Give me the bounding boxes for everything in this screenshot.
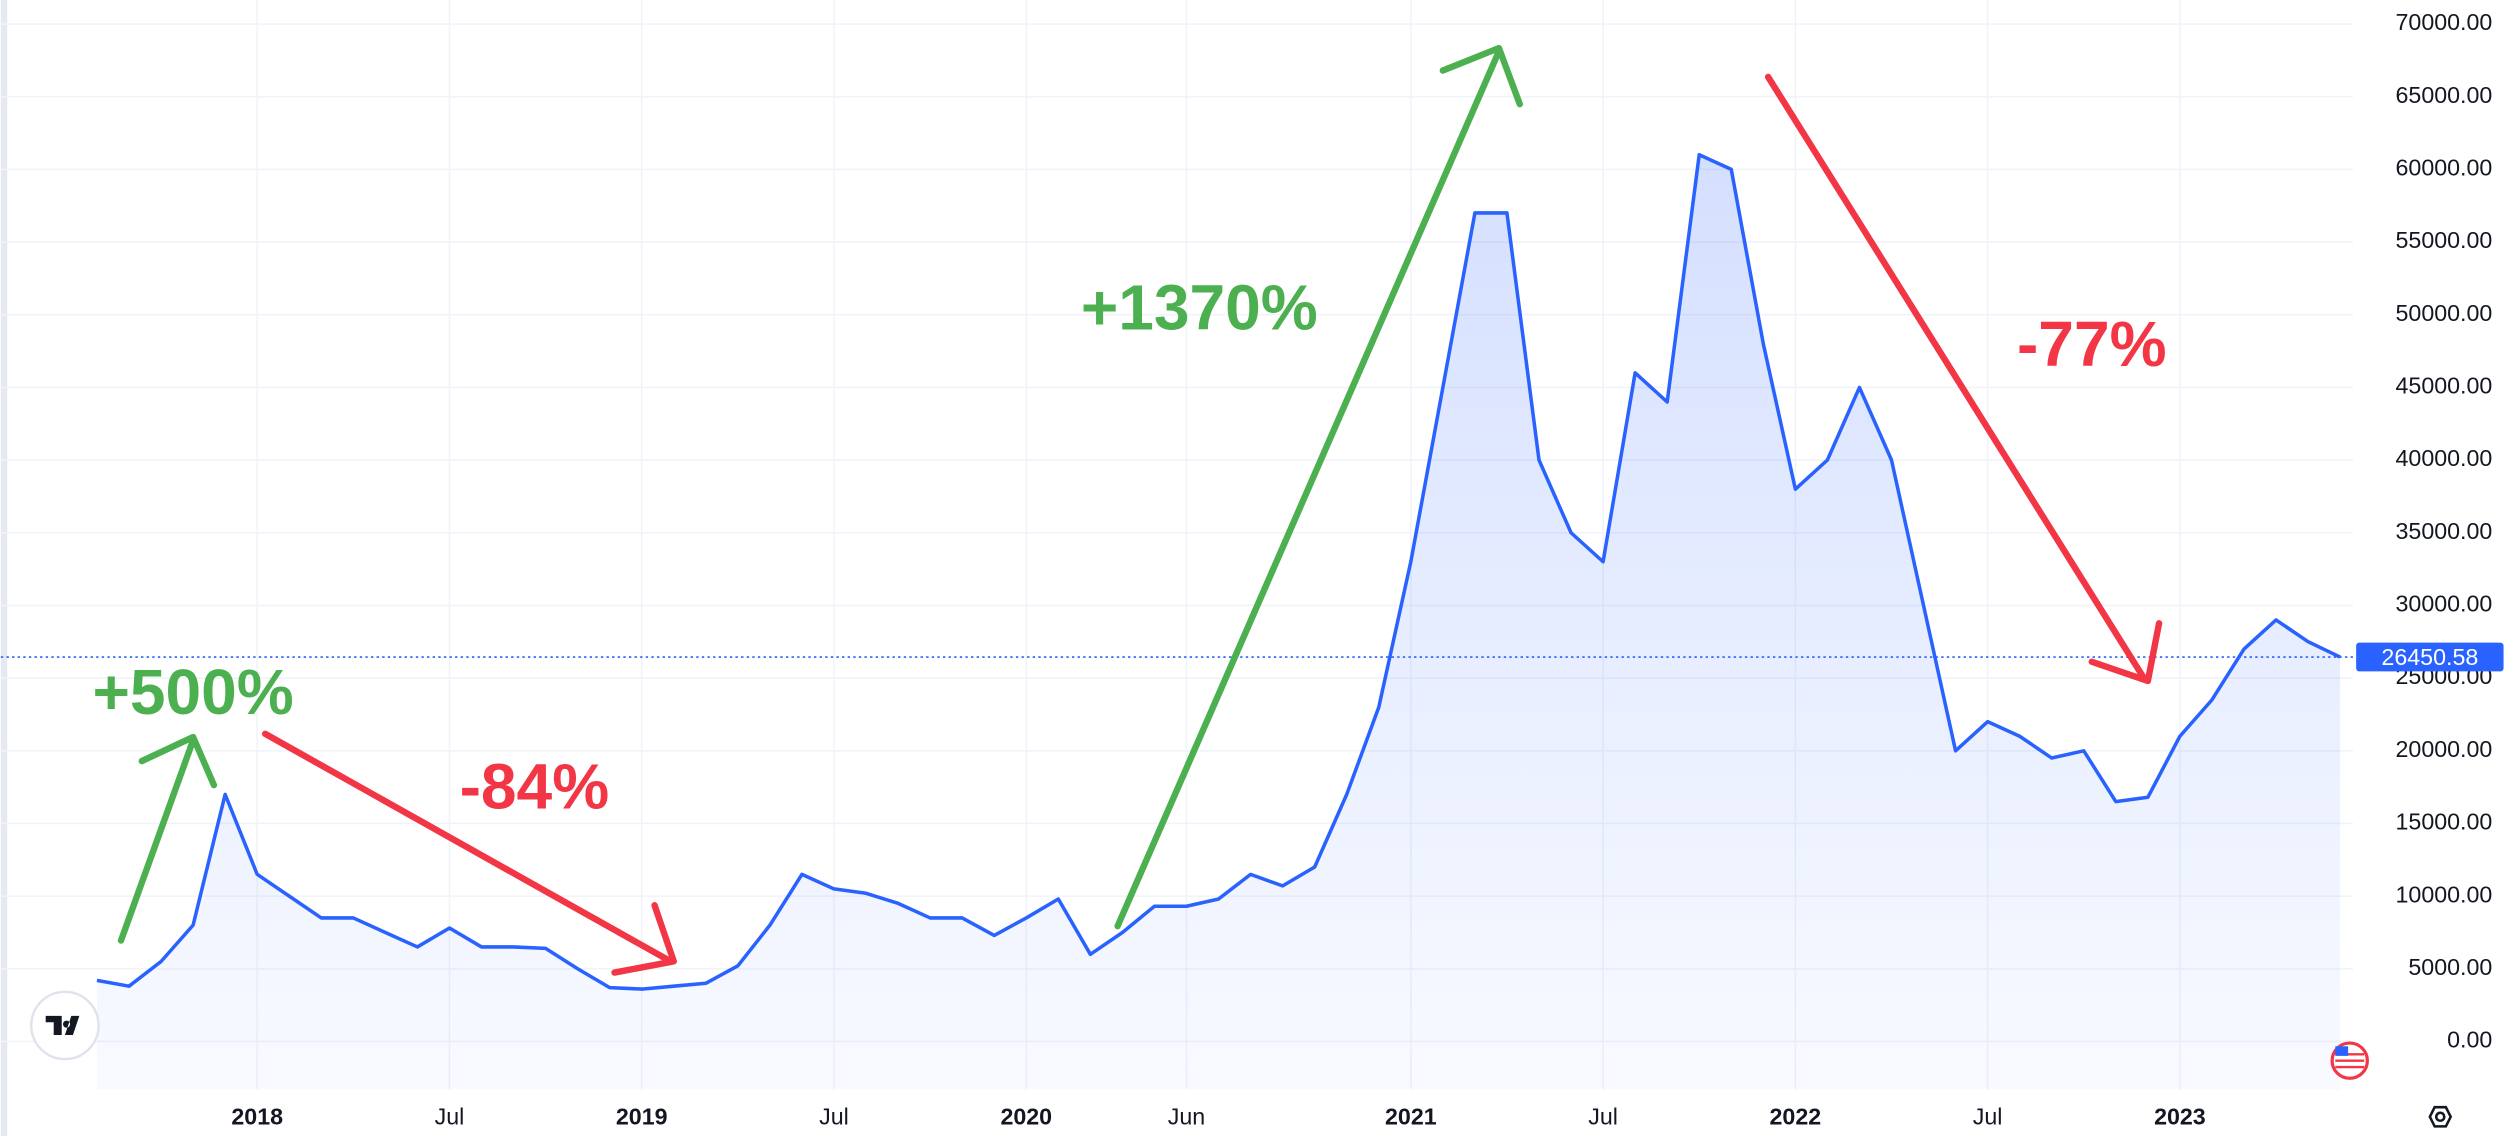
y-tick-label: 55000.00 [2395,227,2492,253]
annotation: +500% [92,656,293,728]
y-tick-label: 65000.00 [2395,82,2492,108]
y-tick-label: 0.00 [2447,1027,2492,1053]
logo[interactable] [30,990,100,1061]
x-tick-label: Jun [1168,1104,1205,1130]
last-price-label: 26450.58 [2381,644,2478,670]
area [96,154,2341,1090]
settings[interactable] [2428,1105,2453,1128]
x-tick-label: 2019 [616,1104,668,1130]
arrow [117,733,218,944]
y-tick-label: 50000.00 [2395,300,2492,326]
x-tick-label: 2018 [231,1104,283,1130]
x-tick-label: Jul [1588,1104,1618,1130]
x-tick-label: 2022 [1770,1104,1822,1130]
price-line [96,153,2341,991]
flag-canton [2335,1046,2349,1056]
y-tick-label: 15000.00 [2395,809,2492,835]
arrows [117,44,2163,976]
x-tick-label: 2023 [2154,1104,2206,1130]
currency-flag[interactable] [2330,1041,2369,1080]
x-tick-label: 2021 [1385,1104,1437,1130]
annotation: +1370% [1081,271,1318,343]
arrow [1764,73,2163,685]
annotation: -84% [460,750,610,822]
logo-mark [45,1015,80,1036]
x-tick-label: 2020 [1000,1104,1052,1130]
x-tick-label: Jul [1973,1104,2003,1130]
x-tick-label: Jul [435,1104,465,1130]
y-tick-label: 10000.00 [2395,881,2492,907]
y-tick-label: 40000.00 [2395,445,2492,471]
arrow [261,730,677,976]
left-edge [0,0,8,1136]
y-tick-label: 45000.00 [2395,373,2492,399]
settings-dot [2434,1111,2446,1123]
x-tick-label: Jul [819,1104,849,1130]
y-tick-label: 5000.00 [2408,954,2492,980]
y-tick-label: 35000.00 [2395,518,2492,544]
y-tick-label: 60000.00 [2395,155,2492,181]
arrow [1114,44,1523,930]
y-tick-label: 30000.00 [2395,591,2492,617]
y-tick-label: 20000.00 [2395,736,2492,762]
y-tick-label: 70000.00 [2395,9,2492,35]
settings-icon[interactable] [2428,1105,2453,1128]
annotation: -77% [2017,308,2167,380]
last-price-tag [2356,642,2504,672]
